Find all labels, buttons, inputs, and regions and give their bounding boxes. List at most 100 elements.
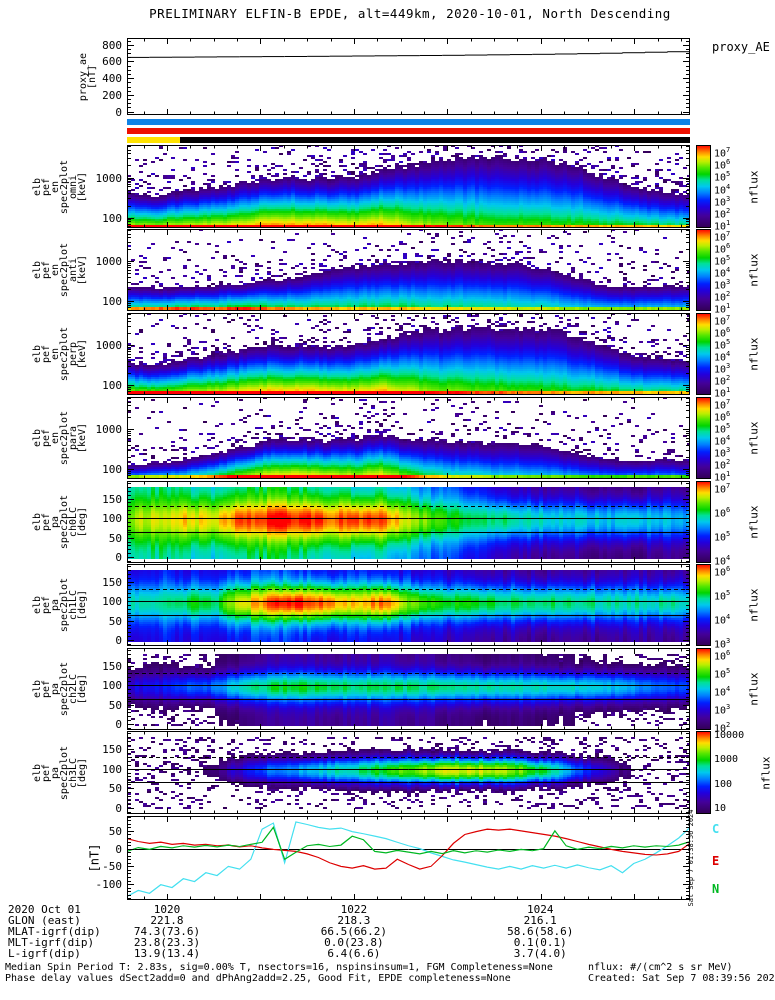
- colorbar-tick: 100: [714, 778, 733, 790]
- spectrogram-anti: [127, 229, 690, 311]
- colorbar-tick: 101: [714, 219, 731, 233]
- colorbar-unit-label: nflux: [747, 672, 761, 706]
- panel-ytick: 100: [102, 462, 122, 476]
- colorbar-unit-label: nflux: [747, 253, 761, 287]
- spectrogram-ch2lc: [127, 648, 690, 730]
- annotation-value: 66.5(66.2): [320, 925, 387, 938]
- axis-label-line: [keV]: [77, 422, 88, 454]
- annotation-value: 74.3(73.6): [133, 925, 201, 938]
- panel-ytick: 50: [108, 698, 122, 712]
- panel-ytick: 0: [115, 802, 122, 816]
- colorbar-tick: 102: [714, 206, 731, 221]
- bar-red: [127, 128, 690, 134]
- colorbar-unit-label: nflux: [747, 169, 761, 204]
- colorbar-1: [696, 145, 711, 228]
- colorbar-tick: 102: [714, 721, 731, 735]
- panel-ytick: 100: [102, 294, 122, 308]
- colorbar-tick: 104: [714, 554, 731, 568]
- page-title: PRELIMINARY ELFIN-B EPDE, alt=449km, 202…: [149, 6, 671, 21]
- annotation-value: 58.6(58.6): [507, 925, 574, 938]
- panel-ytick: 1000: [95, 255, 123, 269]
- colorbar-tick: 103: [714, 278, 731, 292]
- axis-label-line: [keV]: [77, 171, 88, 202]
- colorbar-tick: 107: [714, 146, 731, 160]
- panel-ytick: 150: [102, 492, 122, 506]
- axis-label-line: [keV]: [77, 254, 88, 286]
- panel-ytick: 100: [102, 679, 122, 693]
- colorbar-tick: 104: [714, 613, 731, 627]
- colorbar-5: [696, 481, 711, 563]
- date-label: 2020 Oct 01: [8, 903, 81, 916]
- legend-E: E: [712, 854, 720, 868]
- panel-ytick: 1000: [95, 423, 123, 437]
- panel-ytick: 0: [115, 718, 122, 732]
- colorbar-tick: 103: [714, 703, 731, 717]
- proxy-ytick: 0: [115, 105, 122, 119]
- colorbar-tick: 107: [714, 482, 731, 496]
- proxy-ae-plot: [127, 38, 690, 115]
- colorbar-unit-label: nflux: [747, 588, 761, 622]
- footer-created: Created: Sat Sep 7 08:39:56 2024: [588, 973, 775, 984]
- spectrogram-ch3lc: [127, 731, 690, 814]
- colorbar-3: [696, 313, 711, 395]
- colorbar-tick: 104: [714, 350, 731, 364]
- colorbar-tick: 102: [714, 374, 731, 388]
- time-tick-label: 1020: [153, 903, 181, 916]
- panel-ytick: 100: [102, 762, 122, 776]
- bfield-ytick: -100: [95, 878, 123, 892]
- colorbar-tick: 107: [714, 314, 731, 328]
- colorbar-tick: 106: [714, 565, 731, 579]
- annotation-value: 221.8: [150, 914, 184, 927]
- panel-ytick: 50: [108, 531, 122, 545]
- annotation-value: 0.0(23.8): [324, 936, 384, 949]
- colorbar-tick: 101: [714, 470, 731, 484]
- annotation-value: 3.7(4.0): [513, 947, 567, 960]
- colorbar-2: [696, 229, 711, 311]
- time-tick-label: 1024: [526, 903, 554, 916]
- proxy-ytick: 400: [102, 72, 122, 86]
- colorbar-tick: 104: [714, 182, 731, 196]
- annotation-row-label: MLAT-igrf(dip): [8, 925, 101, 938]
- colorbar-tick: 103: [714, 194, 731, 208]
- colorbar-4: [696, 397, 711, 479]
- spectrogram-omni: [127, 145, 690, 228]
- proxy-ytick: 800: [102, 38, 122, 52]
- panel-ytick: 100: [102, 378, 122, 392]
- colorbar-tick: 106: [714, 649, 731, 663]
- panel-ytick: 100: [102, 211, 122, 225]
- panel-label-4: elb pef en spec2plot para [keV]: [32, 411, 88, 465]
- colorbar-tick: 106: [714, 158, 731, 172]
- colorbar-tick: 105: [714, 589, 731, 603]
- panel-ytick: 150: [102, 659, 122, 673]
- panel-label-1: elb pef en spec2plot omni [keV]: [32, 159, 88, 213]
- panel-ytick: 1000: [95, 339, 123, 353]
- panel-label-2: elb pef en spec2plot anti [keV]: [32, 243, 88, 297]
- spectrogram-ch1lc: [127, 564, 690, 646]
- panel-ytick: 50: [108, 614, 122, 628]
- time-tick-label: 1022: [340, 903, 368, 916]
- colorbar-tick: 107: [714, 398, 731, 412]
- colorbar-tick: 104: [714, 685, 731, 699]
- panel-ytick: 100: [102, 512, 122, 526]
- annotation-value: 216.1: [523, 914, 557, 927]
- colorbar-tick: 105: [714, 422, 731, 436]
- footer-line-2: Phase delay values dSect2add=0 and dPhAn…: [5, 973, 511, 984]
- colorbar-tick: 106: [714, 410, 731, 424]
- colorbar-tick: 103: [714, 637, 731, 651]
- colorbar-tick: 105: [714, 530, 731, 544]
- annotation-value: 23.8(23.3): [133, 936, 201, 949]
- colorbar-tick: 106: [714, 242, 731, 256]
- spectrogram-para: [127, 397, 690, 479]
- proxy-ytick: 200: [102, 88, 122, 102]
- colorbar-tick: 10: [714, 803, 727, 814]
- colorbar-tick: 107: [714, 230, 731, 244]
- colorbar-tick: 104: [714, 266, 731, 280]
- annotation-value: 13.9(13.4): [133, 947, 201, 960]
- annotation-value: 0.1(0.1): [513, 936, 567, 949]
- plot-side-timestamp: Sat Sep 7 01:38:56 2024: [687, 809, 695, 907]
- legend-C: C: [712, 822, 720, 836]
- colorbar-tick: 105: [714, 667, 731, 681]
- axis-label-line: [keV]: [77, 338, 88, 370]
- panel-ytick: 1000: [95, 171, 123, 185]
